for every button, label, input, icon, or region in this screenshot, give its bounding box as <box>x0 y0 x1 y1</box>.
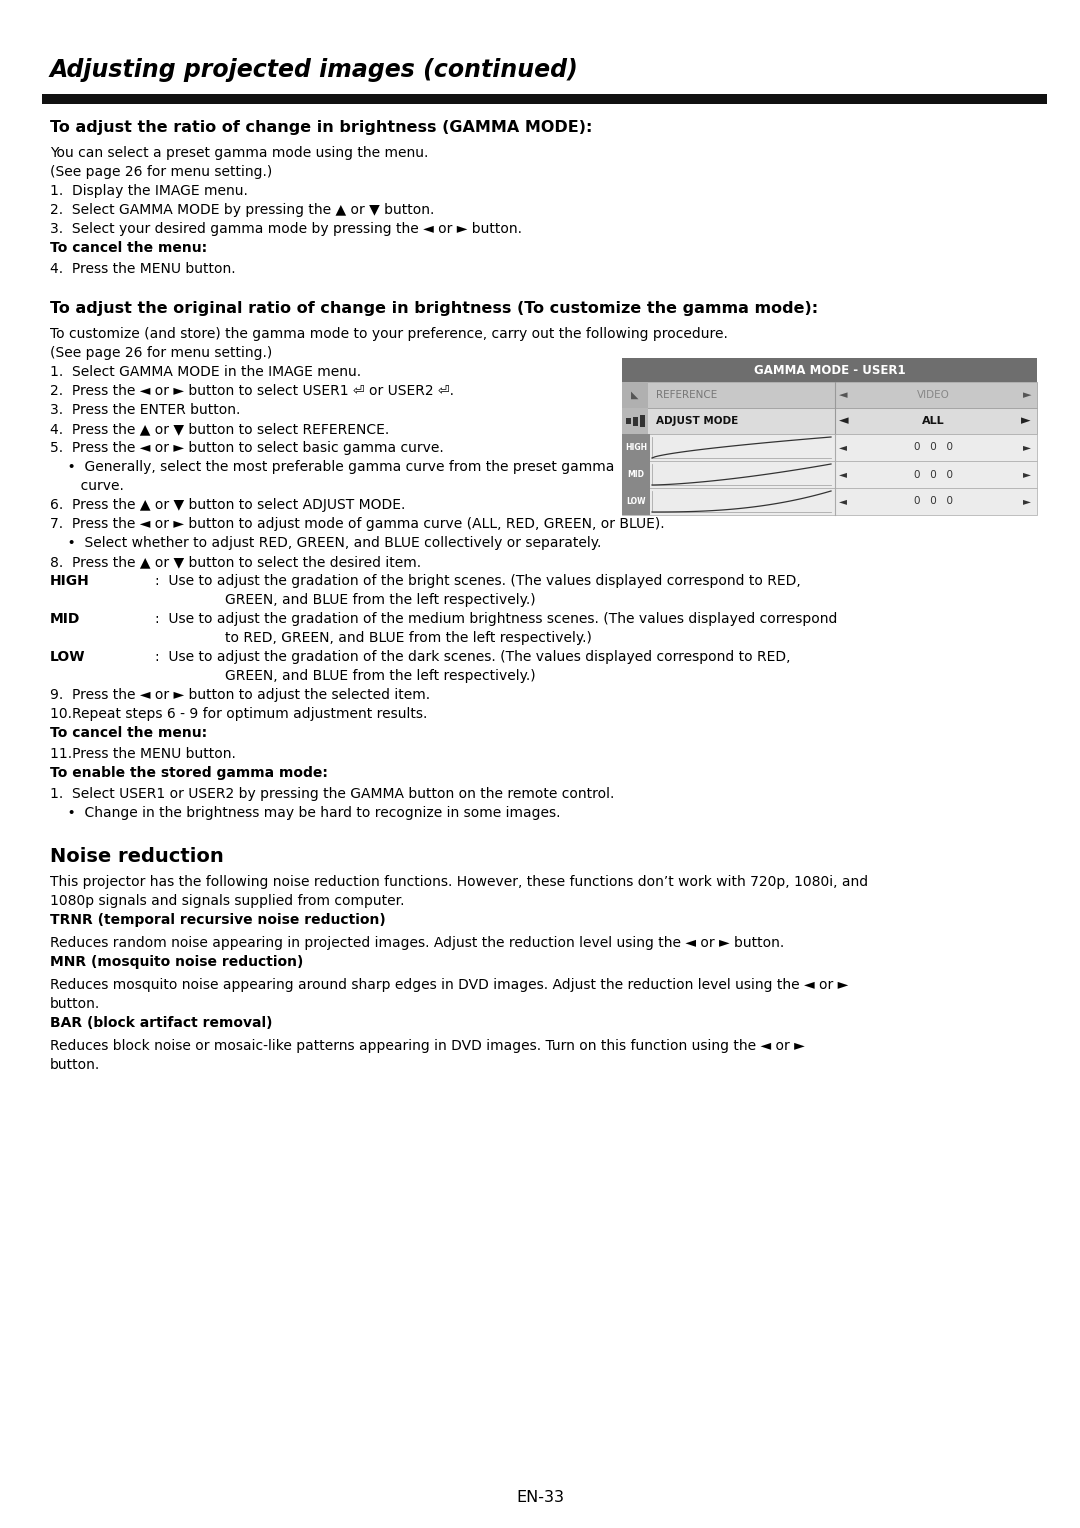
Text: (See page 26 for menu setting.): (See page 26 for menu setting.) <box>50 165 272 179</box>
Bar <box>622 487 650 515</box>
Text: ADJUST MODE: ADJUST MODE <box>656 416 739 426</box>
Text: HIGH: HIGH <box>50 575 90 588</box>
Bar <box>622 382 648 408</box>
Text: ◄: ◄ <box>839 443 847 452</box>
Text: 1.  Select GAMMA MODE in the IMAGE menu.: 1. Select GAMMA MODE in the IMAGE menu. <box>50 365 361 379</box>
Text: LOW: LOW <box>50 649 85 665</box>
Text: 9.  Press the ◄ or ► button to adjust the selected item.: 9. Press the ◄ or ► button to adjust the… <box>50 688 430 701</box>
Bar <box>622 461 650 487</box>
Text: ◄: ◄ <box>839 414 849 428</box>
Text: ►: ► <box>1023 497 1031 506</box>
Text: VIDEO: VIDEO <box>917 390 949 400</box>
Text: 7.  Press the ◄ or ► button to adjust mode of gamma curve (ALL, RED, GREEN, or B: 7. Press the ◄ or ► button to adjust mod… <box>50 516 664 532</box>
Text: To enable the stored gamma mode:: To enable the stored gamma mode: <box>50 766 328 779</box>
Text: 4.  Press the MENU button.: 4. Press the MENU button. <box>50 261 235 277</box>
Text: 6.  Press the ▲ or ▼ button to select ADJUST MODE.: 6. Press the ▲ or ▼ button to select ADJ… <box>50 498 405 512</box>
Text: 3.  Press the ENTER button.: 3. Press the ENTER button. <box>50 403 241 417</box>
Text: (See page 26 for menu setting.): (See page 26 for menu setting.) <box>50 345 272 361</box>
Text: HIGH: HIGH <box>625 443 647 452</box>
Bar <box>622 382 1037 408</box>
Text: 4.  Press the ▲ or ▼ button to select REFERENCE.: 4. Press the ▲ or ▼ button to select REF… <box>50 422 389 435</box>
Text: button.: button. <box>50 1057 100 1073</box>
Text: •  Select whether to adjust RED, GREEN, and BLUE collectively or separately.: • Select whether to adjust RED, GREEN, a… <box>50 536 602 550</box>
Bar <box>626 419 631 423</box>
Text: 2.  Select GAMMA MODE by pressing the ▲ or ▼ button.: 2. Select GAMMA MODE by pressing the ▲ o… <box>50 203 434 217</box>
Bar <box>640 416 645 426</box>
Text: BAR (block artifact removal): BAR (block artifact removal) <box>50 1016 272 1030</box>
Text: 0   0   0: 0 0 0 <box>914 497 953 506</box>
Text: 11.Press the MENU button.: 11.Press the MENU button. <box>50 747 235 761</box>
Text: Reduces mosquito noise appearing around sharp edges in DVD images. Adjust the re: Reduces mosquito noise appearing around … <box>50 978 848 992</box>
Text: 1.  Select USER1 or USER2 by pressing the GAMMA button on the remote control.: 1. Select USER1 or USER2 by pressing the… <box>50 787 615 801</box>
Text: 1.  Display the IMAGE menu.: 1. Display the IMAGE menu. <box>50 183 248 199</box>
Text: LOW: LOW <box>626 497 646 506</box>
Text: GREEN, and BLUE from the left respectively.): GREEN, and BLUE from the left respective… <box>156 669 536 683</box>
Text: :  Use to adjust the gradation of the medium brightness scenes. (The values disp: : Use to adjust the gradation of the med… <box>156 613 837 626</box>
Text: ◄: ◄ <box>839 390 848 400</box>
Text: To cancel the menu:: To cancel the menu: <box>50 726 207 740</box>
Text: ►: ► <box>1023 469 1031 480</box>
Text: Adjusting projected images (continued): Adjusting projected images (continued) <box>50 58 579 83</box>
Text: To adjust the original ratio of change in brightness (To customize the gamma mod: To adjust the original ratio of change i… <box>50 301 819 316</box>
Text: curve.: curve. <box>50 478 124 494</box>
Text: button.: button. <box>50 996 100 1012</box>
Text: Reduces random noise appearing in projected images. Adjust the reduction level u: Reduces random noise appearing in projec… <box>50 937 784 950</box>
Text: To adjust the ratio of change in brightness (GAMMA MODE):: To adjust the ratio of change in brightn… <box>50 121 592 134</box>
Bar <box>622 487 1037 515</box>
Text: MID: MID <box>627 471 645 478</box>
Text: 1080p signals and signals supplied from computer.: 1080p signals and signals supplied from … <box>50 894 405 908</box>
Bar <box>622 461 1037 487</box>
Text: Reduces block noise or mosaic-like patterns appearing in DVD images. Turn on thi: Reduces block noise or mosaic-like patte… <box>50 1039 805 1053</box>
Text: ◄: ◄ <box>839 497 847 506</box>
Text: You can select a preset gamma mode using the menu.: You can select a preset gamma mode using… <box>50 147 429 160</box>
Bar <box>622 358 1037 382</box>
Bar <box>622 408 1037 434</box>
Text: MNR (mosquito noise reduction): MNR (mosquito noise reduction) <box>50 955 303 969</box>
Text: To customize (and store) the gamma mode to your preference, carry out the follow: To customize (and store) the gamma mode … <box>50 327 728 341</box>
Text: EN-33: EN-33 <box>516 1490 564 1505</box>
Text: 2.  Press the ◄ or ► button to select USER1 ⏎ or USER2 ⏎.: 2. Press the ◄ or ► button to select USE… <box>50 384 454 397</box>
Text: •  Generally, select the most preferable gamma curve from the preset gamma: • Generally, select the most preferable … <box>50 460 615 474</box>
Text: GAMMA MODE - USER1: GAMMA MODE - USER1 <box>754 364 905 376</box>
Text: GREEN, and BLUE from the left respectively.): GREEN, and BLUE from the left respective… <box>156 593 536 607</box>
Text: To cancel the menu:: To cancel the menu: <box>50 241 207 255</box>
Bar <box>633 417 638 425</box>
Text: ►: ► <box>1023 390 1031 400</box>
Text: ►: ► <box>1022 414 1031 428</box>
Text: :  Use to adjust the gradation of the bright scenes. (The values displayed corre: : Use to adjust the gradation of the bri… <box>156 575 800 588</box>
Text: •  Change in the brightness may be hard to recognize in some images.: • Change in the brightness may be hard t… <box>50 805 561 821</box>
Text: :  Use to adjust the gradation of the dark scenes. (The values displayed corresp: : Use to adjust the gradation of the dar… <box>156 649 791 665</box>
Text: ◄: ◄ <box>839 469 847 480</box>
Text: ALL: ALL <box>922 416 945 426</box>
Bar <box>42 95 1047 104</box>
Text: 3.  Select your desired gamma mode by pressing the ◄ or ► button.: 3. Select your desired gamma mode by pre… <box>50 222 522 235</box>
Text: 0   0   0: 0 0 0 <box>914 443 953 452</box>
Text: 8.  Press the ▲ or ▼ button to select the desired item.: 8. Press the ▲ or ▼ button to select the… <box>50 555 421 568</box>
Text: MID: MID <box>50 613 80 626</box>
Bar <box>622 434 650 461</box>
Text: ◣: ◣ <box>631 390 638 400</box>
Text: ►: ► <box>1023 443 1031 452</box>
Text: 0   0   0: 0 0 0 <box>914 469 953 480</box>
Text: This projector has the following noise reduction functions. However, these funct: This projector has the following noise r… <box>50 876 868 889</box>
Text: Noise reduction: Noise reduction <box>50 847 224 866</box>
Text: 5.  Press the ◄ or ► button to select basic gamma curve.: 5. Press the ◄ or ► button to select bas… <box>50 442 444 455</box>
Text: REFERENCE: REFERENCE <box>656 390 717 400</box>
Text: TRNR (temporal recursive noise reduction): TRNR (temporal recursive noise reduction… <box>50 914 386 927</box>
Bar <box>622 434 1037 461</box>
Text: 10.Repeat steps 6 - 9 for optimum adjustment results.: 10.Repeat steps 6 - 9 for optimum adjust… <box>50 707 428 721</box>
Text: to RED, GREEN, and BLUE from the left respectively.): to RED, GREEN, and BLUE from the left re… <box>156 631 592 645</box>
Bar <box>622 408 648 434</box>
